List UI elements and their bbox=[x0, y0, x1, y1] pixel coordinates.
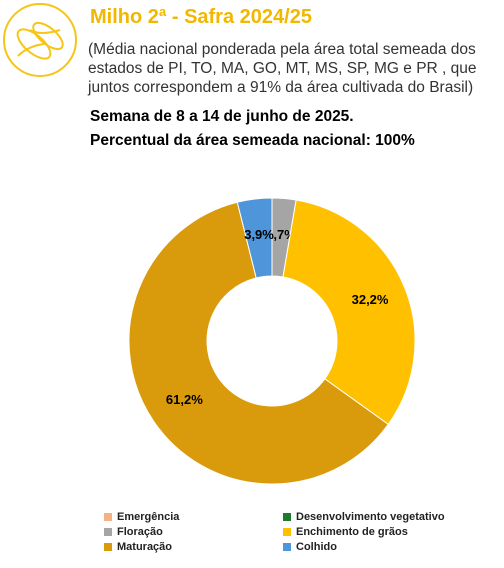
note: Percentual da área semeada nacional: 100… bbox=[90, 132, 415, 149]
donut-slice bbox=[236, 197, 273, 279]
value-label: 61,2% bbox=[166, 392, 203, 407]
legend-swatch bbox=[283, 543, 291, 551]
subtitle: (Média nacional ponderada pela área tota… bbox=[88, 40, 477, 97]
legend-swatch bbox=[104, 543, 112, 551]
chart-title: Milho 2ª - Safra 2024/25 bbox=[90, 6, 312, 28]
donut-slice bbox=[128, 201, 389, 485]
legend-swatch bbox=[283, 513, 291, 521]
value-label: 2,7% bbox=[266, 227, 296, 242]
legend-label: Colhido bbox=[296, 541, 337, 553]
value-label: 32,2% bbox=[352, 292, 389, 307]
subtitle-line: (Média nacional ponderada pela área tota… bbox=[88, 41, 476, 58]
legend-label: Emergência bbox=[117, 511, 180, 523]
donut-slice bbox=[282, 199, 416, 426]
legend-swatch bbox=[104, 513, 112, 521]
corn-icon bbox=[3, 3, 77, 77]
legend-label: Floração bbox=[117, 526, 163, 538]
note: Semana de 8 a 14 de junho de 2025. bbox=[90, 108, 354, 125]
legend-label: Desenvolvimento vegetativo bbox=[296, 511, 445, 523]
subtitle-line: estados de PI, TO, MA, GO, MT, MS, SP, M… bbox=[88, 60, 477, 77]
legend-label: Enchimento de grãos bbox=[296, 526, 408, 538]
legend-label: Maturação bbox=[117, 541, 172, 553]
value-label: 3,9% bbox=[244, 227, 274, 242]
legend-swatch bbox=[283, 528, 291, 536]
subtitle-line: juntos correspondem a 91% da área cultiv… bbox=[88, 79, 474, 96]
legend-swatch bbox=[104, 528, 112, 536]
